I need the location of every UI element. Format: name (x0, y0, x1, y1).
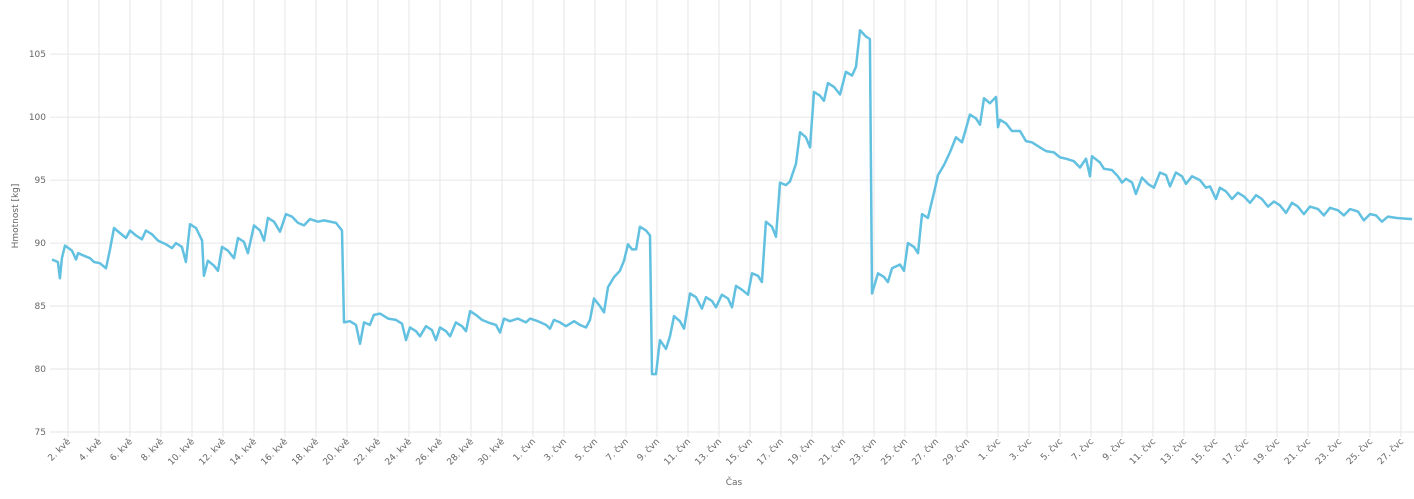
x-tick-label: 13. čvc (1158, 436, 1189, 467)
x-tick-label: 11. čvn (662, 436, 693, 467)
x-tick-label: 27. čvc (1375, 436, 1406, 467)
y-tick-label: 100 (29, 113, 46, 123)
x-tick-label: 10. kvě (167, 437, 198, 468)
y-tick-label: 90 (35, 239, 47, 249)
x-tick-label: 29. čvn (941, 436, 972, 467)
x-tick-label: 23. čvc (1313, 436, 1344, 467)
x-tick-label: 5. čvc (1038, 436, 1065, 463)
x-tick-label: 15. čvn (724, 436, 755, 467)
x-tick-label: 8. kvě (140, 437, 167, 464)
x-tick-label: 18. kvě (291, 437, 322, 468)
x-tick-label: 7. čvn (604, 436, 631, 463)
x-tick-label: 1. čvc (976, 436, 1003, 463)
x-tick-label: 1. čvn (511, 436, 538, 463)
y-axis-label: Hmotnost [kg] (11, 184, 21, 249)
x-tick-label: 2. kvě (47, 437, 74, 464)
y-tick-label: 80 (35, 365, 47, 375)
x-tick-label: 26. kvě (415, 437, 446, 468)
x-tick-label: 9. čvc (1100, 436, 1127, 463)
x-tick-label: 27. čvn (910, 436, 941, 467)
x-tick-label: 3. čvn (542, 436, 569, 463)
x-tick-label: 19. čvn (786, 436, 817, 467)
x-tick-label: 24. kvě (384, 437, 415, 468)
x-axis-label: Čas (726, 476, 743, 488)
y-tick-label: 95 (35, 176, 46, 186)
x-tick-label: 6. kvě (109, 437, 136, 464)
x-tick-label: 28. kvě (446, 437, 477, 468)
x-tick-label: 21. čvn (817, 436, 848, 467)
x-tick-label: 17. čvn (755, 436, 786, 467)
y-tick-label: 105 (29, 50, 46, 60)
x-tick-label: 23. čvn (848, 436, 879, 467)
x-tick-label: 21. čvc (1282, 436, 1313, 467)
x-tick-label: 19. čvc (1251, 436, 1282, 467)
y-tick-label: 75 (35, 428, 46, 438)
x-tick-label: 30. kvě (477, 437, 508, 468)
x-tick-label: 25. čvc (1344, 436, 1375, 467)
x-tick-label: 17. čvc (1220, 436, 1251, 467)
x-tick-label: 16. kvě (260, 437, 291, 468)
x-tick-label: 3. čvc (1007, 436, 1034, 463)
x-tick-label: 11. čvc (1127, 436, 1158, 467)
x-tick-label: 7. čvc (1069, 436, 1096, 463)
x-tick-label: 14. kvě (229, 437, 260, 468)
x-tick-label: 25. čvn (879, 436, 910, 467)
x-tick-label: 9. čvn (635, 436, 662, 463)
x-tick-label: 13. čvn (693, 436, 724, 467)
x-tick-label: 5. čvn (573, 436, 600, 463)
y-tick-label: 85 (35, 302, 46, 312)
x-tick-label: 12. kvě (198, 437, 229, 468)
x-tick-label: 15. čvc (1189, 436, 1220, 467)
data-line (51, 28, 1413, 376)
x-tick-label: 20. kvě (322, 437, 353, 468)
x-tick-label: 4. kvě (78, 437, 105, 464)
x-tick-label: 22. kvě (353, 437, 384, 468)
